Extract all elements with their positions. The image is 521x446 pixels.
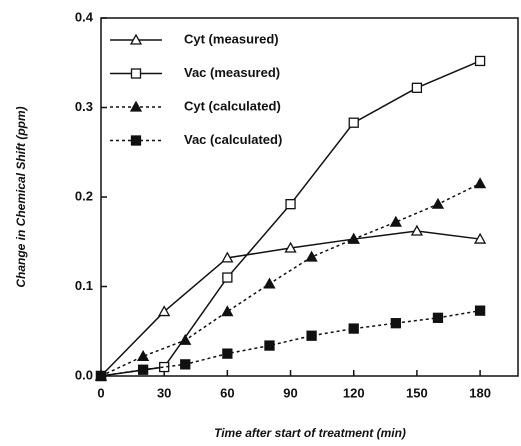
marker	[473, 232, 487, 244]
marker	[263, 277, 276, 289]
marker	[347, 232, 360, 244]
marker	[137, 349, 150, 361]
marker	[390, 318, 401, 329]
y-tick-label: 0.2	[75, 188, 93, 203]
marker	[264, 340, 275, 351]
marker	[222, 272, 233, 283]
x-tick-label: 180	[469, 385, 491, 400]
x-tick-label: 150	[406, 385, 428, 400]
marker	[130, 68, 142, 79]
marker	[348, 117, 359, 128]
marker	[474, 55, 486, 67]
marker	[432, 312, 444, 323]
marker	[306, 330, 317, 341]
y-tick-label: 0.4	[75, 9, 94, 24]
x-tick-label: 90	[283, 385, 297, 400]
x-tick-label: 120	[343, 385, 365, 400]
marker	[284, 241, 297, 253]
marker	[129, 33, 143, 45]
legend-label: Vac (calculated)	[184, 132, 282, 147]
x-tick-label: 30	[157, 385, 171, 400]
marker	[95, 370, 107, 382]
marker	[158, 305, 171, 317]
marker	[411, 82, 423, 93]
series-line	[100, 60, 481, 377]
legend-label: Vac (measured)	[184, 65, 280, 80]
x-tick-label: 60	[220, 385, 234, 400]
y-axis-label: Change in Chemical Shift (ppm)	[14, 106, 28, 287]
marker	[221, 251, 234, 263]
x-tick-label: 0	[97, 385, 104, 400]
y-tick-label: 0.0	[75, 367, 93, 382]
marker	[222, 348, 233, 359]
marker	[410, 224, 424, 236]
marker	[221, 305, 234, 317]
marker	[137, 364, 149, 375]
marker	[129, 100, 143, 112]
series-line	[100, 182, 481, 377]
marker	[473, 177, 487, 189]
y-tick-label: 0.1	[75, 278, 93, 293]
marker	[431, 197, 445, 209]
marker	[130, 135, 142, 146]
y-tick-label: 0.3	[75, 99, 93, 114]
series-line	[100, 230, 481, 377]
marker	[474, 305, 486, 316]
series-line	[100, 309, 481, 377]
legend-label: Cyt (measured)	[184, 31, 279, 46]
marker	[389, 215, 402, 227]
x-axis-label: Time after start of treatment (min)	[214, 426, 406, 440]
legend-label: Cyt (calculated)	[184, 98, 281, 113]
marker	[179, 333, 192, 345]
marker	[305, 250, 318, 262]
marker	[180, 359, 191, 370]
marker	[285, 199, 296, 210]
marker	[348, 323, 359, 334]
